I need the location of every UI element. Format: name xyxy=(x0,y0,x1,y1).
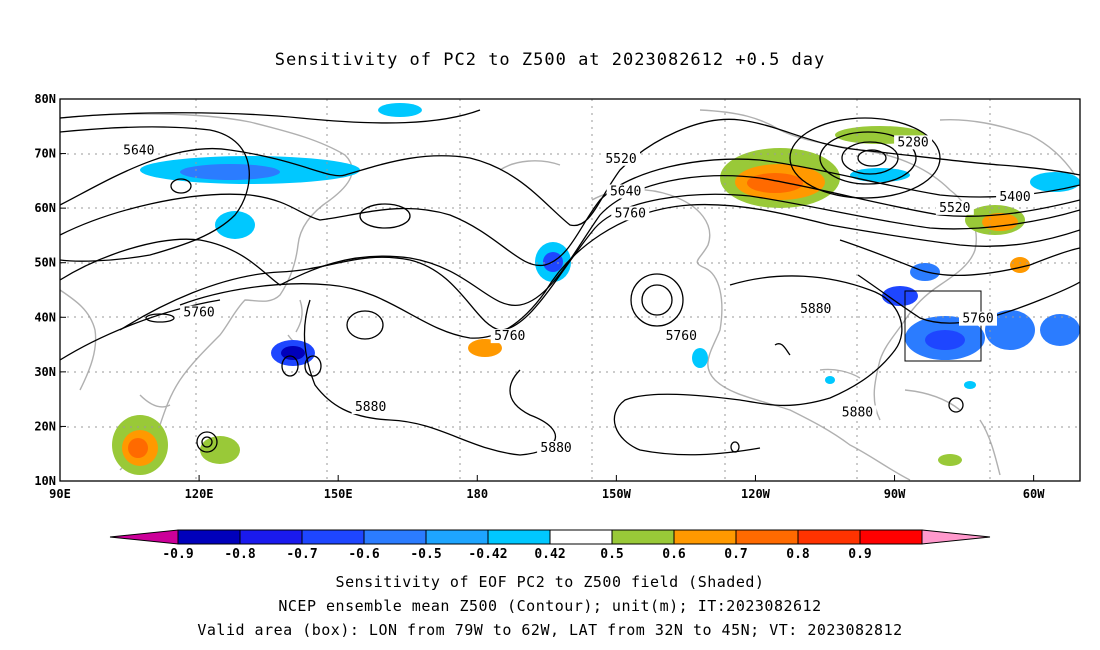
valid-area-box xyxy=(904,290,982,362)
colorbar-swatch xyxy=(487,529,551,545)
colorbar-min-arrow xyxy=(109,529,179,545)
lat-tick-label: 60N xyxy=(34,201,56,215)
contour-label: 5760 xyxy=(962,312,993,327)
lat-tick-label: 40N xyxy=(34,310,56,324)
lon-tick-label: 150W xyxy=(602,487,632,501)
lat-tick-label: 50N xyxy=(34,256,56,270)
colorbar-swatch xyxy=(549,529,613,545)
colorbar-swatch xyxy=(425,529,489,545)
lon-tick-label: 60W xyxy=(1023,487,1045,501)
lon-tick-label: 90W xyxy=(884,487,906,501)
colorbar-label: -0.5 xyxy=(410,547,441,562)
contour-label-bg xyxy=(351,400,390,415)
colorbar: -0.9 -0.8 -0.7 -0.6 -0.5 -0.42 0.42 0.5 0.6 0.7 0.… xyxy=(109,529,991,562)
colorbar-swatch xyxy=(859,529,923,545)
colorbar-label: 0.7 xyxy=(724,547,747,562)
contour-label: 5880 xyxy=(540,441,571,456)
contour-label-bg xyxy=(606,184,645,199)
colorbar-label: 0.5 xyxy=(600,547,623,562)
lon-tick-label: 90E xyxy=(49,487,71,501)
contour-label-bg xyxy=(662,329,701,344)
contour-label: 5760 xyxy=(666,329,697,344)
lat-lon-grid xyxy=(60,99,1080,481)
colorbar-label: 0.8 xyxy=(786,547,810,562)
colorbar-swatch xyxy=(673,529,737,545)
lat-tick-label: 10N xyxy=(34,474,56,488)
contour-label-bg xyxy=(180,305,219,320)
contour-label-bg xyxy=(959,311,997,326)
contour-label: 5760 xyxy=(183,306,214,321)
colorbar-label: -0.42 xyxy=(468,547,507,562)
colorbar-label: -0.6 xyxy=(348,547,379,562)
lat-tick-label: 30N xyxy=(34,365,56,379)
lon-tick-label: 120E xyxy=(185,487,214,501)
contour-label: 5280 xyxy=(897,135,928,150)
colorbar-swatch xyxy=(611,529,675,545)
map-frame xyxy=(59,98,1081,482)
colorbar-swatch xyxy=(177,529,241,545)
colorbar-swatch xyxy=(239,529,303,545)
colorbar-label: -0.8 xyxy=(224,547,255,562)
contour-label: 5520 xyxy=(605,152,636,167)
contour-label-bg xyxy=(602,151,640,166)
contour-label: 5400 xyxy=(999,190,1030,205)
lon-ticks: 90E 120E 150E 180 150W 120W 90W 60W xyxy=(49,475,1045,501)
colorbar-label: 0.42 xyxy=(534,547,565,562)
colorbar-label: 0.6 xyxy=(662,547,686,562)
z500-contours xyxy=(60,109,1080,456)
contour-label-bg xyxy=(119,143,158,158)
contour-label-bg xyxy=(611,206,650,221)
contour-label-bg xyxy=(537,440,576,455)
caption-line-1: Sensitivity of EOF PC2 to Z500 field (Sh… xyxy=(335,573,765,591)
contour-label-bg xyxy=(490,329,529,344)
lon-tick-label: 180 xyxy=(466,487,488,501)
colorbar-label: 0.9 xyxy=(848,547,871,562)
contour-label: 5760 xyxy=(494,329,525,344)
contour-label: 5640 xyxy=(123,144,154,159)
contour-label: 5640 xyxy=(610,185,641,200)
caption-line-2: NCEP ensemble mean Z500 (Contour); unit(… xyxy=(278,597,822,615)
sensitivity-shading xyxy=(112,103,1080,475)
lon-tick-label: 120W xyxy=(741,487,771,501)
colorbar-label: -0.7 xyxy=(286,547,317,562)
colorbar-label: -0.9 xyxy=(162,547,193,562)
colorbar-swatch xyxy=(797,529,861,545)
contour-label-bg xyxy=(935,200,974,215)
colorbar-swatch xyxy=(735,529,799,545)
contour-label: 5880 xyxy=(842,406,873,421)
lat-tick-label: 80N xyxy=(34,92,56,106)
contour-label: 5880 xyxy=(355,400,386,415)
map-title: Sensitivity of PC2 to Z500 at 2023082612… xyxy=(274,50,826,70)
lat-tick-label: 70N xyxy=(34,147,56,161)
contour-labels: 5640 5760 5880 5760 5880 5520 5640 5760 5760 5880… xyxy=(119,135,1035,456)
contour-label: 5520 xyxy=(939,201,970,216)
caption-line-3: Valid area (box): LON from 79W to 62W, L… xyxy=(197,621,903,639)
lat-tick-label: 20N xyxy=(34,419,56,433)
contour-label-bg xyxy=(894,135,933,150)
lat-ticks: 80N 70N 60N 50N 40N 30N 20N 10N xyxy=(34,92,66,488)
contour-label-bg xyxy=(796,301,835,316)
contour-label: 5880 xyxy=(800,302,831,317)
colorbar-swatch xyxy=(363,529,427,545)
contour-label-bg xyxy=(996,189,1035,204)
lon-tick-label: 150E xyxy=(324,487,353,501)
colorbar-max-arrow xyxy=(921,529,991,545)
contour-label-bg xyxy=(838,405,877,420)
contour-label: 5760 xyxy=(615,206,646,221)
colorbar-swatch xyxy=(301,529,365,545)
